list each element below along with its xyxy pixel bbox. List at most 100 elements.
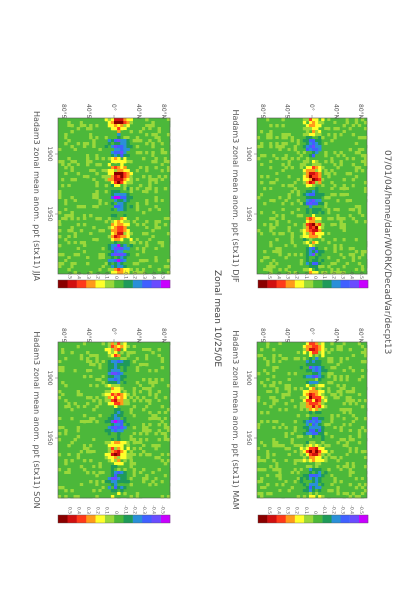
heatmap-cell (110, 438, 115, 442)
heatmap-cell (348, 483, 353, 487)
heatmap-cell (278, 405, 282, 409)
heatmap-cell (120, 483, 124, 487)
heatmap-cell (363, 354, 368, 358)
heatmap-cell (117, 450, 121, 454)
heatmap-cell (318, 229, 322, 233)
heatmap-cell (70, 178, 74, 182)
heatmap-cell (287, 342, 291, 346)
heatmap-cell (305, 486, 310, 490)
heatmap-cell (330, 250, 334, 254)
heatmap-cell (86, 250, 90, 254)
heatmap-cell (260, 130, 264, 134)
heatmap-cell (312, 127, 316, 131)
heatmap-cell (257, 133, 261, 137)
heatmap-cell (82, 184, 87, 188)
heatmap-cell (138, 238, 143, 242)
heatmap-cell (117, 459, 121, 463)
heatmap-cell (148, 160, 152, 164)
heatmap-cell (157, 396, 161, 400)
heatmap-cell (321, 187, 325, 191)
heatmap-cell (351, 390, 356, 394)
heatmap-cell (287, 133, 291, 137)
heatmap-cell (157, 402, 161, 406)
heatmap-cell (79, 193, 84, 197)
heatmap-cell (275, 378, 279, 382)
heatmap-cell (107, 441, 112, 445)
heatmap-cell (257, 480, 261, 484)
heatmap-cell (114, 474, 118, 478)
heatmap-cell (318, 489, 322, 493)
time-tick-label: 1950 (245, 206, 252, 221)
heatmap-cell (79, 483, 84, 487)
heatmap-cell (302, 262, 307, 266)
heatmap-cell (64, 348, 68, 352)
heatmap-cell (120, 393, 124, 397)
heatmap-cell (117, 444, 121, 448)
heatmap-cell (163, 199, 168, 203)
heatmap-cell (132, 399, 137, 403)
lat-tick-label: 0° (308, 104, 315, 111)
heatmap-cell (284, 226, 288, 230)
colorbar-swatch (358, 515, 369, 523)
heatmap-cell (104, 456, 109, 460)
heatmap-cell (263, 151, 267, 155)
heatmap-cell (305, 211, 310, 215)
heatmap-cell (107, 241, 112, 245)
heatmap-cell (348, 253, 353, 257)
heatmap-cell (114, 363, 118, 367)
heatmap-cell (339, 429, 343, 433)
heatmap-cell (117, 184, 121, 188)
heatmap-cell (281, 495, 285, 499)
heatmap-cell (160, 241, 165, 245)
colorbar-tick-label: 0 (113, 276, 119, 279)
heatmap-cell (70, 489, 74, 493)
heatmap-cell (166, 217, 171, 221)
heatmap-cell (281, 402, 285, 406)
heatmap-cell (312, 265, 316, 269)
heatmap-cell (302, 396, 307, 400)
heatmap-cell (321, 432, 325, 436)
heatmap-cell (110, 402, 115, 406)
heatmap-cell (148, 354, 152, 358)
heatmap-cell (114, 438, 118, 442)
heatmap-cell (321, 130, 325, 134)
heatmap-cell (58, 420, 62, 424)
heatmap-cell (351, 253, 356, 257)
heatmap-cell (339, 390, 343, 394)
heatmap-cell (354, 393, 359, 397)
heatmap-cell (302, 495, 307, 499)
heatmap-cell (126, 444, 130, 448)
heatmap-cell (123, 342, 127, 346)
heatmap-cell (266, 181, 270, 185)
heatmap-cell (163, 423, 168, 427)
heatmap-cell (107, 169, 112, 173)
heatmap-cell (95, 360, 99, 364)
heatmap-cell (348, 474, 353, 478)
heatmap-cell (138, 247, 143, 251)
heatmap-cell (315, 450, 319, 454)
heatmap-cell (89, 124, 93, 128)
heatmap-cell (132, 199, 137, 203)
heatmap-cell (324, 432, 328, 436)
heatmap-cell (120, 124, 124, 128)
colorbar-tick-label: 0.4 (275, 507, 281, 514)
heatmap-cell (302, 250, 307, 254)
heatmap-cell (145, 241, 149, 245)
heatmap-cell (107, 426, 112, 430)
heatmap-cell (157, 468, 161, 472)
heatmap-cell (290, 172, 294, 176)
heatmap-cell (348, 399, 353, 403)
heatmap-cell (333, 492, 337, 496)
heatmap-cell (278, 172, 282, 176)
heatmap-cell (145, 429, 149, 433)
heatmap-cell (308, 265, 313, 269)
heatmap-cell (86, 238, 90, 242)
heatmap-cell (336, 271, 340, 275)
heatmap-cell (58, 226, 62, 230)
heatmap-cell (333, 378, 337, 382)
heatmap-cell (64, 166, 68, 170)
heatmap-cell (308, 181, 313, 185)
heatmap-cell (92, 166, 96, 170)
heatmap-cell (312, 399, 316, 403)
